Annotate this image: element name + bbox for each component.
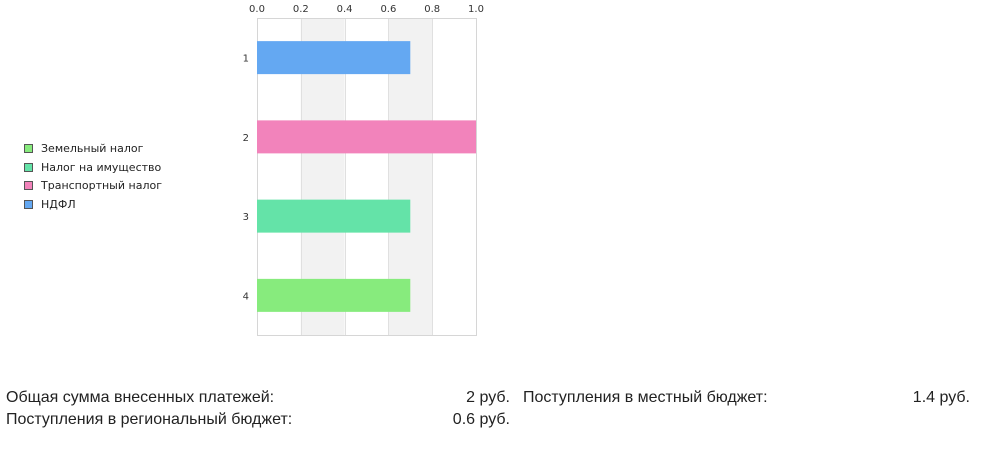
summary-regional-value: 0.6 руб.: [452, 411, 510, 428]
bar: [257, 41, 411, 75]
summary-total-label: Общая сумма внесенных платежей:: [6, 389, 275, 406]
legend-swatch-ndfl: [24, 199, 33, 209]
summary-regional-label: Поступления в региональный бюджет:: [6, 411, 293, 428]
x-tick-label: 0.4: [337, 4, 353, 15]
legend-swatch-land-tax: [24, 143, 33, 153]
x-tick-label: 0.2: [293, 4, 309, 15]
legend-label-land-tax: Земельный налог: [41, 141, 144, 155]
legend-item-ndfl: НДФЛ: [24, 195, 162, 214]
chart-legend: Земельный налог Налог на имущество Транс…: [24, 139, 162, 214]
summary-local-value: 1.4 руб.: [912, 389, 970, 406]
legend-label-ndfl: НДФЛ: [41, 197, 76, 211]
legend-swatch-transport-tax: [24, 181, 33, 191]
x-tick-label: 0.8: [424, 4, 440, 15]
legend-item-land-tax: Земельный налог: [24, 139, 162, 158]
x-tick-label: 1.0: [468, 4, 484, 15]
y-tick-label: 3: [243, 212, 249, 223]
legend-swatch-property-tax: [24, 162, 33, 172]
plot-frame: [257, 18, 477, 336]
legend-label-property-tax: Налог на имущество: [41, 160, 162, 174]
bar-chart: 0.0 0.2 0.4 0.6 0.8 1.0 1 2 3 4: [243, 4, 484, 336]
summary-total-value: 2 руб.: [466, 389, 510, 406]
legend-label-transport-tax: Транспортный налог: [41, 179, 162, 193]
legend-item-property-tax: Налог на имущество: [24, 158, 162, 177]
bar: [257, 199, 411, 233]
y-tick-label: 4: [243, 291, 249, 302]
y-tick-label: 1: [243, 54, 249, 65]
legend-item-transport-tax: Транспортный налог: [24, 176, 162, 195]
bar: [257, 278, 411, 312]
summary-local-label: Поступления в местный бюджет:: [523, 389, 768, 406]
x-tick-label: 0.0: [249, 4, 265, 15]
y-tick-label: 2: [243, 133, 249, 144]
x-tick-label: 0.6: [380, 4, 396, 15]
bar: [257, 120, 476, 154]
